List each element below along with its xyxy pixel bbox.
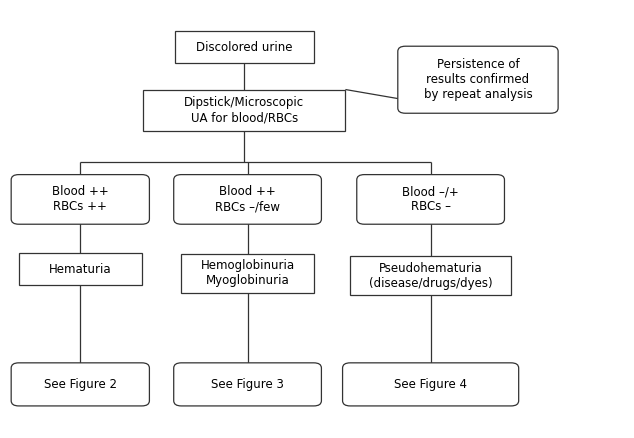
Text: Persistence of
results confirmed
by repeat analysis: Persistence of results confirmed by repe… [424,58,533,101]
Text: Blood –/+
RBCs –: Blood –/+ RBCs – [402,185,459,213]
FancyBboxPatch shape [174,363,321,406]
FancyBboxPatch shape [143,89,346,131]
Text: Blood ++
RBCs ++: Blood ++ RBCs ++ [52,185,108,213]
Text: See Figure 2: See Figure 2 [44,378,117,391]
Text: Discolored urine: Discolored urine [196,41,293,53]
Text: Hematuria: Hematuria [49,262,112,276]
Text: Dipstick/Microscopic
UA for blood/RBCs: Dipstick/Microscopic UA for blood/RBCs [184,96,304,124]
FancyBboxPatch shape [19,253,142,286]
Text: Pseudohematuria
(disease/drugs/dyes): Pseudohematuria (disease/drugs/dyes) [369,261,493,290]
Text: See Figure 4: See Figure 4 [394,378,467,391]
FancyBboxPatch shape [174,175,321,224]
Text: Hemoglobinuria
Myoglobinuria: Hemoglobinuria Myoglobinuria [200,259,295,287]
FancyBboxPatch shape [181,254,314,293]
FancyBboxPatch shape [350,256,511,295]
FancyBboxPatch shape [175,31,314,64]
FancyBboxPatch shape [11,363,150,406]
FancyBboxPatch shape [398,46,558,113]
FancyBboxPatch shape [11,175,150,224]
Text: Blood ++
RBCs –/few: Blood ++ RBCs –/few [215,185,280,213]
FancyBboxPatch shape [342,363,519,406]
FancyBboxPatch shape [357,175,505,224]
Text: See Figure 3: See Figure 3 [211,378,284,391]
